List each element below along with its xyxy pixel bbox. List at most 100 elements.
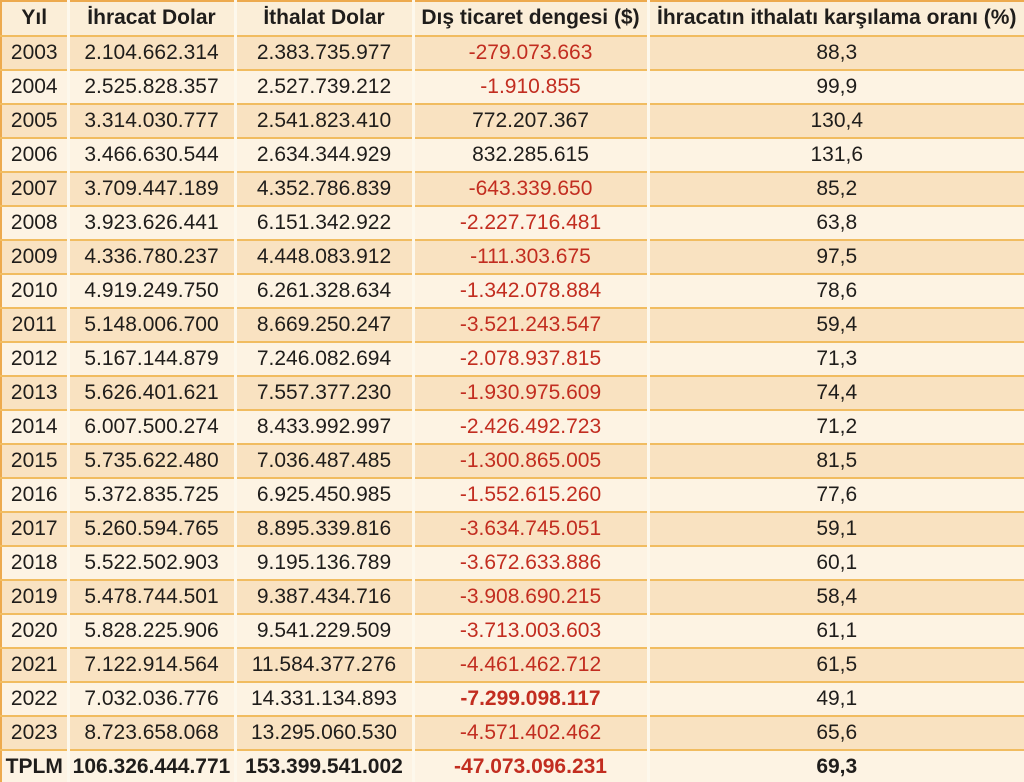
cell-import_usd: 9.387.434.716	[233, 579, 413, 614]
table-row-2008: 2008 3.923.626.441 6.151.342.922 -2.227.716…	[1, 205, 1024, 240]
cell-export_usd: 5.626.401.621	[66, 375, 235, 410]
cell-trade_balance_usd: -3.521.243.547	[411, 307, 648, 342]
cell-coverage_ratio_pct: 71,3	[646, 341, 1024, 376]
table-row-2021: 2021 7.122.914.564 11.584.377.276 -4.461.46…	[1, 647, 1024, 682]
cell-trade_balance_usd: -2.426.492.723	[411, 409, 648, 444]
table-row-2007: 2007 3.709.447.189 4.352.786.839 -643.339.6…	[1, 171, 1024, 206]
cell-export_usd: 5.478.744.501	[66, 579, 235, 614]
table-row-2023: 2023 8.723.658.068 13.295.060.530 -4.571.40…	[1, 715, 1024, 750]
cell-export_usd: 3.709.447.189	[66, 171, 235, 206]
cell-year: 2008	[1, 205, 68, 240]
cell-coverage_ratio_pct: 63,8	[646, 205, 1024, 240]
cell-export_usd: 3.314.030.777	[66, 103, 235, 138]
cell-year: 2022	[1, 681, 68, 716]
cell-year: 2004	[1, 69, 68, 104]
cell-import_usd: 4.448.083.912	[233, 239, 413, 274]
cell-export_usd: 6.007.500.274	[66, 409, 235, 444]
cell-year: 2014	[1, 409, 68, 444]
table-body: 2003 2.104.662.314 2.383.735.977 -279.073.6…	[1, 35, 1024, 782]
cell-import_usd: 8.433.992.997	[233, 409, 413, 444]
cell-export_usd: 5.735.622.480	[66, 443, 235, 478]
cell-import_usd: 2.527.739.212	[233, 69, 413, 104]
cell-year: TPLM	[1, 749, 68, 782]
cell-coverage_ratio_pct: 59,4	[646, 307, 1024, 342]
table-row-2016: 2016 5.372.835.725 6.925.450.985 -1.552.615…	[1, 477, 1024, 512]
cell-coverage_ratio_pct: 65,6	[646, 715, 1024, 750]
cell-coverage_ratio_pct: 130,4	[646, 103, 1024, 138]
table-row-2022: 2022 7.032.036.776 14.331.134.893 -7.299.09…	[1, 681, 1024, 716]
cell-import_usd: 7.557.377.230	[233, 375, 413, 410]
cell-trade_balance_usd: -1.910.855	[411, 69, 648, 104]
cell-import_usd: 2.634.344.929	[233, 137, 413, 172]
cell-year: 2016	[1, 477, 68, 512]
cell-import_usd: 8.669.250.247	[233, 307, 413, 342]
column-header-import_usd: İthalat Dolar	[233, 1, 413, 36]
cell-year: 2007	[1, 171, 68, 206]
cell-trade_balance_usd: -279.073.663	[411, 35, 648, 70]
cell-import_usd: 6.261.328.634	[233, 273, 413, 308]
table-row-2018: 2018 5.522.502.903 9.195.136.789 -3.672.633…	[1, 545, 1024, 580]
cell-export_usd: 5.260.594.765	[66, 511, 235, 546]
cell-import_usd: 153.399.541.002	[233, 749, 413, 782]
cell-import_usd: 14.331.134.893	[233, 681, 413, 716]
cell-trade_balance_usd: -4.461.462.712	[411, 647, 648, 682]
cell-coverage_ratio_pct: 74,4	[646, 375, 1024, 410]
cell-import_usd: 8.895.339.816	[233, 511, 413, 546]
cell-export_usd: 8.723.658.068	[66, 715, 235, 750]
cell-coverage_ratio_pct: 131,6	[646, 137, 1024, 172]
table-row-2019: 2019 5.478.744.501 9.387.434.716 -3.908.690…	[1, 579, 1024, 614]
table-row-2013: 2013 5.626.401.621 7.557.377.230 -1.930.975…	[1, 375, 1024, 410]
cell-trade_balance_usd: -47.073.096.231	[411, 749, 648, 782]
cell-export_usd: 5.828.225.906	[66, 613, 235, 648]
column-header-year: Yıl	[1, 1, 68, 36]
cell-coverage_ratio_pct: 88,3	[646, 35, 1024, 70]
table-row-2003: 2003 2.104.662.314 2.383.735.977 -279.073.6…	[1, 35, 1024, 70]
cell-trade_balance_usd: 772.207.367	[411, 103, 648, 138]
cell-export_usd: 7.032.036.776	[66, 681, 235, 716]
cell-year: 2017	[1, 511, 68, 546]
cell-import_usd: 6.925.450.985	[233, 477, 413, 512]
cell-export_usd: 4.336.780.237	[66, 239, 235, 274]
cell-export_usd: 4.919.249.750	[66, 273, 235, 308]
cell-import_usd: 4.352.786.839	[233, 171, 413, 206]
table-row-2004: 2004 2.525.828.357 2.527.739.212 -1.910.855…	[1, 69, 1024, 104]
table-row-2006: 2006 3.466.630.544 2.634.344.929 832.285.61…	[1, 137, 1024, 172]
cell-coverage_ratio_pct: 60,1	[646, 545, 1024, 580]
cell-coverage_ratio_pct: 69,3	[646, 749, 1024, 782]
cell-trade_balance_usd: -111.303.675	[411, 239, 648, 274]
cell-year: 2013	[1, 375, 68, 410]
cell-year: 2019	[1, 579, 68, 614]
table-row-2010: 2010 4.919.249.750 6.261.328.634 -1.342.078…	[1, 273, 1024, 308]
cell-trade_balance_usd: -7.299.098.117	[411, 681, 648, 716]
cell-year: 2018	[1, 545, 68, 580]
cell-coverage_ratio_pct: 81,5	[646, 443, 1024, 478]
cell-trade_balance_usd: -643.339.650	[411, 171, 648, 206]
cell-year: 2011	[1, 307, 68, 342]
table-row-2011: 2011 5.148.006.700 8.669.250.247 -3.521.243…	[1, 307, 1024, 342]
cell-coverage_ratio_pct: 97,5	[646, 239, 1024, 274]
cell-coverage_ratio_pct: 59,1	[646, 511, 1024, 546]
cell-coverage_ratio_pct: 85,2	[646, 171, 1024, 206]
table-row-2012: 2012 5.167.144.879 7.246.082.694 -2.078.937…	[1, 341, 1024, 376]
cell-trade_balance_usd: -4.571.402.462	[411, 715, 648, 750]
column-header-coverage_ratio_pct: İhracatın ithalatı karşılama oranı (%)	[646, 1, 1024, 36]
cell-import_usd: 2.383.735.977	[233, 35, 413, 70]
total-row: TPLM 106.326.444.771 153.399.541.002 -47.07…	[1, 749, 1024, 782]
cell-year: 2015	[1, 443, 68, 478]
cell-year: 2009	[1, 239, 68, 274]
cell-coverage_ratio_pct: 58,4	[646, 579, 1024, 614]
cell-trade_balance_usd: -3.672.633.886	[411, 545, 648, 580]
cell-trade_balance_usd: 832.285.615	[411, 137, 648, 172]
cell-export_usd: 7.122.914.564	[66, 647, 235, 682]
cell-coverage_ratio_pct: 78,6	[646, 273, 1024, 308]
cell-year: 2023	[1, 715, 68, 750]
header-row: Yıl İhracat Dolar İthalat Dolar Dış ticaret…	[1, 1, 1024, 36]
column-header-trade_balance_usd: Dış ticaret dengesi ($)	[411, 1, 648, 36]
cell-trade_balance_usd: -1.552.615.260	[411, 477, 648, 512]
cell-trade_balance_usd: -2.078.937.815	[411, 341, 648, 376]
cell-trade_balance_usd: -3.634.745.051	[411, 511, 648, 546]
cell-import_usd: 13.295.060.530	[233, 715, 413, 750]
table-row-2014: 2014 6.007.500.274 8.433.992.997 -2.426.492…	[1, 409, 1024, 444]
cell-import_usd: 7.036.487.485	[233, 443, 413, 478]
